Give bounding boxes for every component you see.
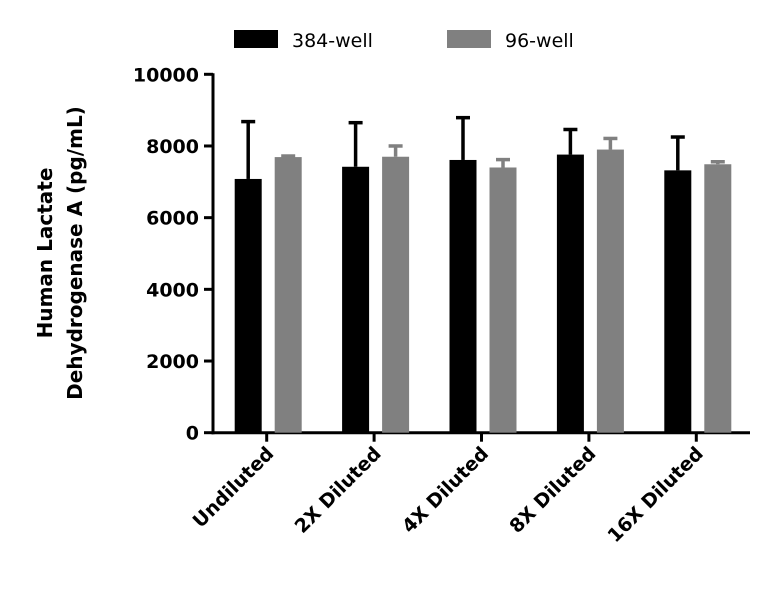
y-axis-label-line2: Dehydrogenase A (pg/mL) [63,106,87,400]
x-category-label: 16X Diluted [603,443,707,547]
y-tick-label: 4000 [146,279,199,301]
y-tick-label: 2000 [146,351,199,373]
y-axis-label-line1: Human Lactate [33,168,57,339]
bar-96-well-2x-diluted [382,156,410,433]
legend-label-96-well: 96-well [505,30,574,52]
bar-384-well-undiluted [234,178,262,433]
bar-96-well-8x-diluted [596,149,624,433]
bar-96-well-16x-diluted [704,164,732,433]
y-tick-label: 8000 [146,136,199,158]
bar-384-well-2x-diluted [342,166,370,433]
bar-96-well-undiluted [274,157,302,433]
bar-384-well-16x-diluted [664,170,692,433]
y-tick-label: 6000 [146,208,199,230]
legend-swatch-96-well [447,30,491,48]
bar-384-well-4x-diluted [449,159,477,433]
bar-384-well-8x-diluted [556,154,584,433]
x-category-label: 8X Diluted [505,443,600,538]
legend: 384-well 96-well [234,30,574,52]
bar-96-well-4x-diluted [489,167,517,433]
legend-label-384-well: 384-well [292,30,373,52]
x-category-label: Undiluted [189,443,279,533]
y-tick-label: 10000 [133,64,199,86]
x-category-label: 4X Diluted [398,443,493,538]
y-axis-label: Human Lactate Dehydrogenase A (pg/mL) [33,106,87,400]
legend-swatch-384-well [234,30,278,48]
x-category-label: 2X Diluted [291,443,386,538]
y-tick-label: 0 [186,423,199,445]
